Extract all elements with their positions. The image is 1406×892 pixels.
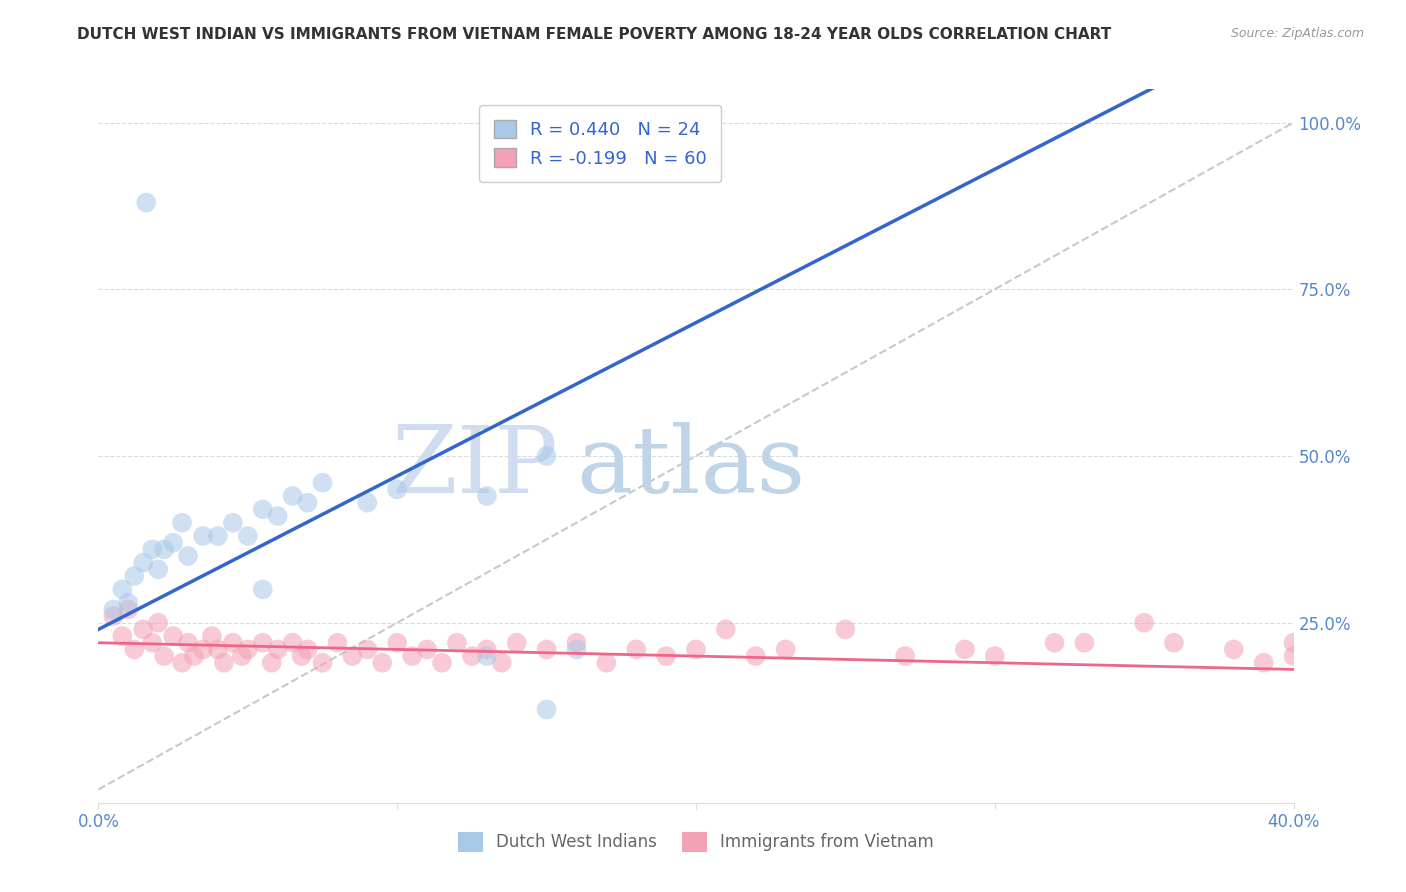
- Point: [124, 569, 146, 583]
- Point: [141, 636, 163, 650]
- Point: [124, 642, 146, 657]
- Point: [430, 656, 453, 670]
- Point: [162, 629, 184, 643]
- Point: [475, 649, 498, 664]
- Point: [565, 636, 588, 650]
- Point: [297, 496, 319, 510]
- Point: [984, 649, 1007, 664]
- Text: Source: ZipAtlas.com: Source: ZipAtlas.com: [1230, 27, 1364, 40]
- Point: [191, 529, 214, 543]
- Point: [461, 649, 484, 664]
- Point: [745, 649, 768, 664]
- Point: [236, 529, 259, 543]
- Point: [177, 636, 200, 650]
- Point: [714, 623, 737, 637]
- Point: [172, 656, 194, 670]
- Point: [506, 636, 529, 650]
- Point: [326, 636, 349, 650]
- Point: [222, 636, 245, 650]
- Point: [252, 502, 274, 516]
- Text: atlas: atlas: [576, 423, 806, 512]
- Point: [222, 516, 245, 530]
- Point: [111, 629, 134, 643]
- Point: [153, 542, 176, 557]
- Point: [111, 582, 134, 597]
- Point: [103, 602, 125, 616]
- Point: [536, 449, 558, 463]
- Point: [595, 656, 617, 670]
- Point: [342, 649, 364, 664]
- Point: [236, 642, 259, 657]
- Point: [281, 636, 304, 650]
- Legend: Dutch West Indians, Immigrants from Vietnam: Dutch West Indians, Immigrants from Viet…: [451, 825, 941, 859]
- Point: [207, 529, 229, 543]
- Point: [135, 195, 157, 210]
- Point: [117, 596, 139, 610]
- Point: [536, 702, 558, 716]
- Point: [356, 496, 378, 510]
- Point: [385, 636, 409, 650]
- Point: [148, 615, 170, 630]
- Point: [281, 489, 304, 503]
- Point: [311, 656, 333, 670]
- Point: [1282, 649, 1305, 664]
- Point: [416, 642, 439, 657]
- Point: [148, 562, 170, 576]
- Point: [1282, 636, 1305, 650]
- Point: [401, 649, 423, 664]
- Text: DUTCH WEST INDIAN VS IMMIGRANTS FROM VIETNAM FEMALE POVERTY AMONG 18-24 YEAR OLD: DUTCH WEST INDIAN VS IMMIGRANTS FROM VIE…: [77, 27, 1112, 42]
- Point: [655, 649, 678, 664]
- Point: [1043, 636, 1066, 650]
- Text: ZIP: ZIP: [392, 423, 558, 512]
- Point: [953, 642, 976, 657]
- Point: [132, 623, 155, 637]
- Point: [141, 542, 163, 557]
- Point: [252, 582, 274, 597]
- Point: [1163, 636, 1185, 650]
- Point: [1073, 636, 1095, 650]
- Point: [191, 642, 214, 657]
- Point: [132, 556, 155, 570]
- Point: [775, 642, 797, 657]
- Point: [117, 602, 139, 616]
- Point: [385, 483, 409, 497]
- Point: [491, 656, 513, 670]
- Point: [212, 656, 235, 670]
- Point: [834, 623, 856, 637]
- Point: [311, 475, 333, 490]
- Point: [183, 649, 205, 664]
- Point: [536, 642, 558, 657]
- Point: [207, 642, 229, 657]
- Point: [252, 636, 274, 650]
- Point: [1223, 642, 1246, 657]
- Point: [231, 649, 253, 664]
- Point: [177, 549, 200, 563]
- Point: [260, 656, 283, 670]
- Point: [685, 642, 707, 657]
- Point: [475, 642, 498, 657]
- Point: [297, 642, 319, 657]
- Point: [162, 535, 184, 549]
- Point: [267, 642, 290, 657]
- Point: [356, 642, 378, 657]
- Point: [626, 642, 648, 657]
- Point: [894, 649, 917, 664]
- Point: [1253, 656, 1275, 670]
- Point: [371, 656, 394, 670]
- Point: [565, 642, 588, 657]
- Point: [153, 649, 176, 664]
- Point: [172, 516, 194, 530]
- Point: [475, 489, 498, 503]
- Point: [103, 609, 125, 624]
- Point: [201, 629, 224, 643]
- Point: [446, 636, 468, 650]
- Point: [267, 509, 290, 524]
- Point: [1133, 615, 1156, 630]
- Point: [291, 649, 314, 664]
